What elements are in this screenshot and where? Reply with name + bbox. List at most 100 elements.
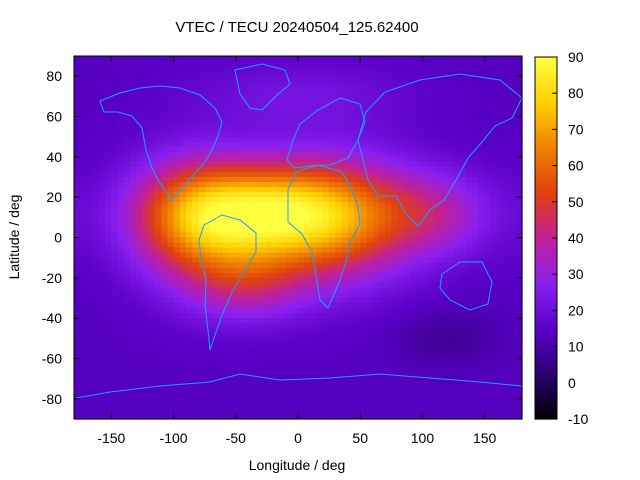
heatmap-cell	[173, 232, 181, 239]
heatmap-cell	[490, 348, 498, 355]
heatmap-cell	[111, 76, 119, 82]
heatmap-cell	[478, 368, 486, 375]
heatmap-cell	[503, 86, 511, 92]
heatmap-cell	[142, 96, 150, 102]
heatmap-cell	[235, 81, 243, 87]
heatmap-cell	[105, 101, 112, 108]
heatmap-cell	[223, 136, 231, 143]
heatmap-cell	[416, 383, 424, 390]
heatmap-cell	[291, 282, 299, 289]
heatmap-cell	[217, 166, 224, 173]
heatmap-cell	[273, 76, 280, 82]
heatmap-cell	[117, 393, 125, 400]
heatmap-cell	[329, 292, 336, 299]
heatmap-cell	[354, 136, 361, 143]
heatmap-plot	[74, 56, 523, 420]
heatmap-cell	[410, 187, 417, 193]
heatmap-cell	[198, 197, 206, 203]
heatmap-cell	[304, 378, 312, 385]
heatmap-cell	[260, 393, 268, 400]
heatmap-cell	[198, 71, 206, 77]
heatmap-cell	[459, 338, 467, 344]
heatmap-cell	[490, 373, 498, 380]
heatmap-cell	[260, 227, 268, 234]
heatmap-cell	[472, 373, 480, 380]
heatmap-cell	[285, 121, 293, 128]
heatmap-cell	[192, 303, 200, 309]
heatmap-cell	[378, 182, 386, 188]
heatmap-cell	[204, 247, 212, 254]
heatmap-cell	[273, 358, 280, 365]
heatmap-cell	[210, 227, 218, 234]
heatmap-cell	[254, 126, 262, 133]
heatmap-cell	[74, 328, 81, 334]
heatmap-cell	[466, 267, 473, 274]
heatmap-cell	[186, 56, 193, 62]
heatmap-cell	[298, 161, 305, 168]
heatmap-cell	[173, 202, 181, 208]
heatmap-cell	[248, 287, 256, 294]
heatmap-cell	[254, 197, 262, 203]
heatmap-cell	[466, 111, 473, 118]
heatmap-cell	[254, 182, 262, 188]
heatmap-cell	[497, 242, 504, 249]
heatmap-cell	[86, 388, 94, 395]
heatmap-cell	[285, 81, 293, 87]
heatmap-cell	[459, 111, 467, 118]
heatmap-cell	[322, 56, 330, 62]
heatmap-cell	[453, 338, 461, 344]
heatmap-cell	[428, 333, 436, 339]
heatmap-cell	[186, 343, 193, 350]
heatmap-cell	[509, 66, 517, 72]
heatmap-cell	[198, 318, 206, 324]
heatmap-cell	[509, 182, 517, 188]
heatmap-cell	[117, 398, 125, 405]
heatmap-cell	[130, 56, 137, 62]
heatmap-cell	[316, 277, 324, 284]
heatmap-cell	[123, 318, 131, 324]
heatmap-cell	[173, 156, 181, 163]
heatmap-cell	[80, 368, 88, 375]
heatmap-cell	[179, 96, 187, 102]
heatmap-cell	[385, 252, 392, 259]
heatmap-cell	[403, 182, 411, 188]
heatmap-cell	[354, 131, 361, 138]
heatmap-cell	[148, 292, 156, 299]
heatmap-cell	[80, 177, 88, 183]
heatmap-cell	[273, 131, 280, 138]
heatmap-cell	[403, 76, 411, 82]
heatmap-cell	[341, 222, 349, 229]
heatmap-cell	[117, 378, 125, 385]
heatmap-cell	[223, 86, 231, 92]
heatmap-cell	[403, 313, 411, 319]
heatmap-cell	[515, 277, 523, 284]
heatmap-cell	[80, 76, 88, 82]
heatmap-cell	[161, 282, 168, 289]
heatmap-cell	[490, 166, 498, 173]
heatmap-cell	[497, 81, 504, 87]
heatmap-cell	[360, 161, 368, 168]
heatmap-cell	[235, 333, 243, 339]
heatmap-cell	[459, 247, 467, 254]
heatmap-cell	[235, 106, 243, 113]
heatmap-cell	[366, 343, 374, 350]
heatmap-cell	[410, 121, 417, 128]
heatmap-cell	[484, 151, 492, 158]
heatmap-cell	[304, 182, 312, 188]
heatmap-cell	[111, 81, 119, 87]
heatmap-cell	[428, 242, 436, 249]
heatmap-cell	[235, 237, 243, 244]
heatmap-cell	[173, 363, 181, 370]
heatmap-cell	[354, 227, 361, 234]
heatmap-cell	[466, 192, 473, 198]
heatmap-cell	[428, 222, 436, 229]
heatmap-cell	[316, 227, 324, 234]
heatmap-cell	[447, 318, 455, 324]
heatmap-cell	[92, 403, 100, 410]
heatmap-cell	[260, 323, 268, 329]
heatmap-cell	[285, 313, 293, 319]
heatmap-cell	[322, 363, 330, 370]
heatmap-cell	[490, 393, 498, 400]
heatmap-cell	[472, 318, 480, 324]
heatmap-cell	[86, 192, 94, 198]
